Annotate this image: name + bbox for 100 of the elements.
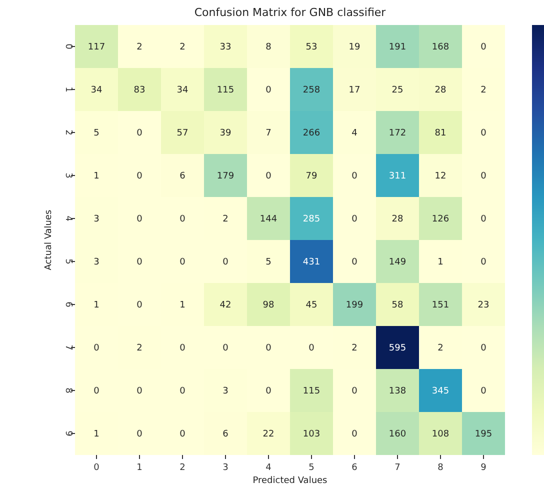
- data-label: 6: [180, 172, 186, 182]
- x-tick-label: 5: [308, 463, 314, 473]
- y-tick-label: 8: [63, 388, 73, 394]
- data-label: 168: [432, 42, 450, 53]
- data-label: 98: [262, 300, 274, 311]
- data-label: 0: [136, 430, 143, 440]
- data-label: 3: [222, 386, 228, 397]
- data-label: 2: [438, 344, 444, 354]
- data-label: 2: [136, 42, 142, 53]
- data-label: 2: [352, 344, 358, 354]
- data-label: 42: [220, 300, 232, 311]
- data-label: 0: [352, 386, 358, 397]
- data-label: 345: [432, 386, 450, 397]
- data-label: 115: [302, 386, 320, 397]
- y-axis-title: Actual Values: [44, 209, 54, 270]
- data-label: 0: [352, 214, 358, 225]
- data-label: 45: [306, 300, 318, 311]
- y-tick-label: 2: [63, 130, 73, 136]
- data-label: 2: [480, 86, 486, 96]
- data-label: 0: [180, 344, 186, 354]
- data-label: 34: [90, 86, 102, 96]
- data-label: 5: [94, 128, 100, 139]
- data-label: 0: [94, 344, 100, 354]
- data-label: 149: [388, 258, 406, 268]
- y-tick-label: 9: [63, 430, 73, 437]
- y-tick-label: 6: [63, 302, 73, 308]
- data-label: 81: [434, 128, 446, 139]
- data-label: 0: [480, 214, 487, 225]
- data-label: 6: [222, 430, 229, 440]
- x-tick-label: 1: [136, 463, 142, 473]
- data-label: 34: [176, 86, 188, 96]
- data-label: 0: [352, 258, 358, 268]
- data-label: 0: [266, 172, 272, 182]
- data-label: 17: [348, 86, 360, 96]
- data-label: 28: [434, 86, 446, 96]
- data-label: 0: [308, 344, 315, 354]
- data-label: 1: [180, 300, 186, 311]
- data-label: 0: [266, 344, 272, 354]
- data-label: 0: [480, 128, 487, 139]
- data-label: 4: [352, 128, 358, 139]
- data-label: 1: [94, 430, 100, 440]
- data-label: 0: [180, 214, 186, 225]
- data-label: 1: [94, 172, 100, 182]
- data-label: 28: [392, 214, 404, 225]
- chart-title: Confusion Matrix for GNB classifier: [194, 6, 386, 19]
- data-label: 7: [266, 128, 272, 139]
- data-label: 0: [180, 258, 186, 268]
- x-tick-label: 6: [352, 463, 358, 473]
- data-label: 199: [346, 300, 364, 311]
- data-label: 0: [266, 386, 272, 397]
- data-label: 258: [302, 86, 320, 96]
- data-label: 179: [216, 172, 234, 182]
- x-tick-label: 9: [480, 463, 487, 473]
- data-label: 195: [474, 430, 492, 440]
- data-label: 0: [266, 86, 272, 96]
- data-label: 0: [352, 430, 358, 440]
- data-label: 0: [180, 430, 186, 440]
- data-label: 0: [136, 172, 143, 182]
- data-label: 191: [388, 42, 406, 53]
- data-label: 151: [432, 300, 450, 311]
- data-label: 172: [388, 128, 406, 139]
- data-label: 83: [134, 86, 146, 96]
- data-label: 0: [480, 386, 487, 397]
- y-tick-label: 3: [63, 172, 73, 178]
- data-label: 25: [392, 86, 404, 96]
- y-tick-label: 0: [63, 44, 73, 50]
- data-label: 311: [388, 172, 406, 182]
- data-label: 0: [222, 258, 229, 268]
- data-label: 19: [348, 42, 360, 53]
- data-label: 138: [388, 386, 406, 397]
- x-tick-label: 7: [394, 463, 400, 473]
- x-tick-label: 3: [222, 463, 228, 473]
- data-label: 0: [480, 344, 487, 354]
- data-label: 79: [306, 172, 318, 182]
- data-label: 39: [220, 128, 232, 139]
- data-label: 117: [88, 42, 106, 53]
- data-label: 0: [94, 386, 100, 397]
- data-label: 3: [94, 214, 100, 225]
- x-axis-title: Predicted Values: [252, 476, 328, 486]
- x-tick-label: 8: [438, 463, 444, 473]
- data-label: 126: [432, 214, 450, 225]
- data-label: 0: [136, 258, 143, 268]
- data-label: 0: [136, 386, 143, 397]
- data-label: 0: [480, 42, 487, 53]
- data-label: 2: [180, 42, 186, 53]
- data-label: 0: [180, 386, 186, 397]
- data-label: 0: [480, 172, 487, 182]
- data-label: 108: [432, 430, 450, 440]
- data-label: 5: [266, 258, 272, 268]
- data-label: 23: [478, 300, 490, 311]
- data-label: 115: [216, 86, 234, 96]
- data-label: 144: [260, 214, 278, 225]
- data-label: 0: [136, 128, 143, 139]
- data-label: 2: [222, 214, 228, 225]
- y-tick-label: 5: [63, 258, 73, 264]
- data-label: 58: [392, 300, 404, 311]
- data-label: 33: [220, 42, 232, 53]
- data-label: 8: [266, 42, 272, 53]
- x-tick-label: 2: [180, 463, 186, 473]
- data-label: 285: [302, 214, 320, 225]
